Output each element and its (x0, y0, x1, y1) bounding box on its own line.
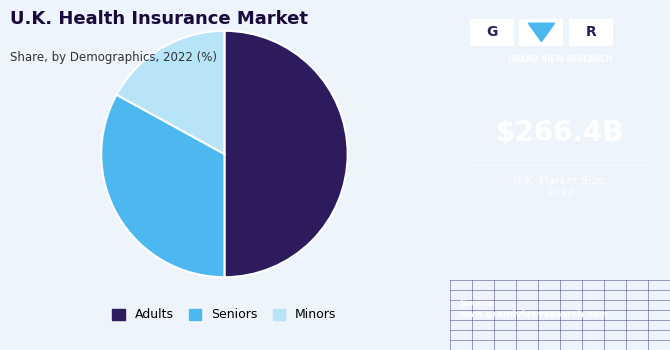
Text: V: V (536, 26, 547, 40)
Wedge shape (117, 31, 224, 154)
Text: GRAND VIEW RESEARCH: GRAND VIEW RESEARCH (508, 55, 612, 64)
Text: $266.4B: $266.4B (496, 119, 624, 147)
Text: Source:
www.grandviewresearch.com: Source: www.grandviewresearch.com (459, 299, 609, 318)
Polygon shape (528, 23, 555, 42)
Text: Share, by Demographics, 2022 (%): Share, by Demographics, 2022 (%) (10, 51, 217, 64)
FancyBboxPatch shape (519, 19, 563, 46)
Wedge shape (224, 31, 348, 277)
Legend: Adults, Seniors, Minors: Adults, Seniors, Minors (107, 303, 342, 327)
FancyBboxPatch shape (569, 19, 613, 46)
FancyBboxPatch shape (470, 19, 514, 46)
Wedge shape (101, 94, 224, 277)
Text: U.K. Health Insurance Market: U.K. Health Insurance Market (10, 10, 308, 28)
Text: U.K. Market Size,
2022: U.K. Market Size, 2022 (513, 176, 608, 198)
Text: G: G (486, 26, 498, 40)
Text: R: R (586, 26, 596, 40)
